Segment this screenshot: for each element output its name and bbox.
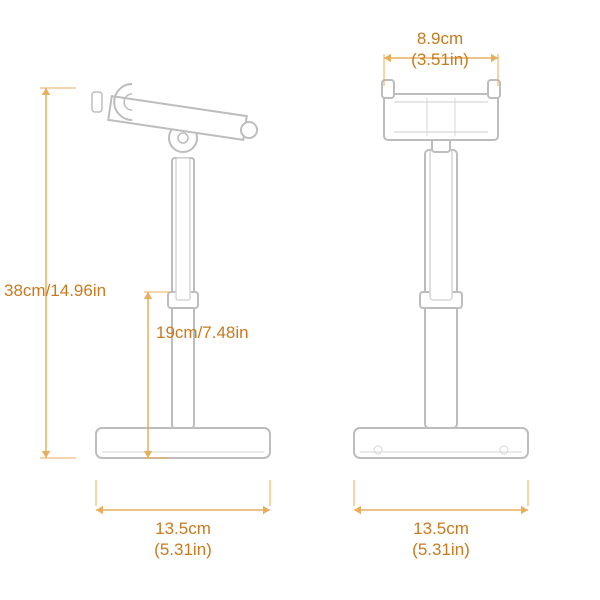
label-clamp-top: 8.9cm (3.51in) (390, 28, 490, 71)
label-height-full: 38cm/14.96in (4, 280, 134, 301)
dimension-diagram: { "colors": { "label": "#c77a1f", "guide… (0, 0, 600, 600)
label-base-right: 13.5cm (5.31in) (386, 518, 496, 561)
label-height-lower: 19cm/7.48in (156, 322, 276, 343)
label-base-left: 13.5cm (5.31in) (128, 518, 238, 561)
